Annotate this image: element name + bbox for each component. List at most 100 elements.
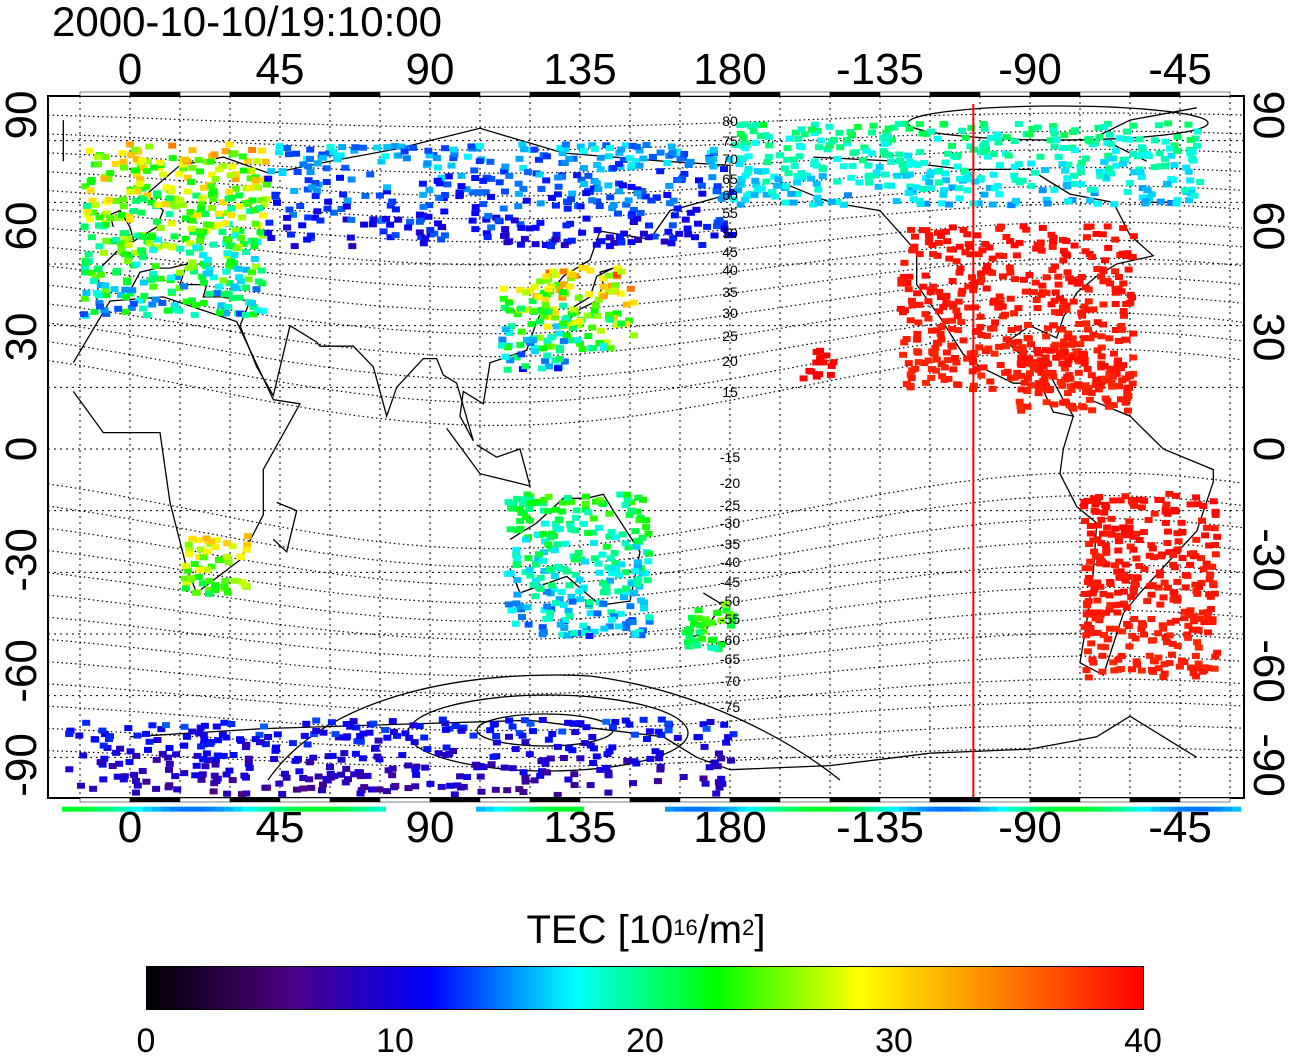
contour-label: -55 — [720, 611, 740, 627]
tec-cell — [1118, 326, 1127, 333]
tec-cell — [65, 730, 74, 737]
tec-cell — [1025, 370, 1034, 377]
tec-cell — [271, 193, 280, 200]
tec-cell — [932, 356, 941, 363]
tec-cell — [593, 313, 602, 319]
frame-tick-bar — [429, 797, 481, 803]
tec-cell — [101, 282, 109, 289]
tec-cell — [205, 590, 213, 597]
tec-cell — [1010, 276, 1019, 283]
tec-cell — [374, 737, 383, 744]
tec-cell — [904, 286, 913, 293]
tec-cell — [1122, 336, 1131, 343]
tec-cell — [1111, 289, 1120, 296]
tec-cell — [547, 243, 555, 250]
tec-cell — [622, 320, 631, 327]
tec-cell — [614, 210, 622, 217]
tec-cell — [190, 560, 199, 567]
tec-cell — [188, 164, 197, 171]
tec-cell — [674, 806, 683, 812]
tec-cell — [1077, 159, 1086, 166]
tec-cell — [1114, 589, 1123, 596]
tec-cell — [1135, 136, 1144, 143]
tec-cell — [1210, 590, 1219, 597]
tec-cell — [1039, 363, 1048, 370]
tec-cell — [116, 745, 125, 752]
bottom-lon-tick: -135 — [835, 803, 925, 852]
tec-cell — [924, 315, 933, 322]
bottom-lon-tick: -90 — [998, 803, 1062, 852]
tec-cell — [1150, 137, 1159, 144]
tec-cell — [258, 196, 267, 203]
tec-cell — [106, 238, 115, 245]
frame-tick-bar — [729, 797, 781, 803]
tec-cell — [231, 232, 240, 239]
tec-cell — [621, 540, 630, 547]
tec-cell — [98, 806, 107, 812]
tec-cell — [577, 176, 586, 183]
tec-cell — [1144, 517, 1153, 523]
tec-cell — [784, 170, 793, 177]
tec-cell — [642, 524, 651, 531]
tec-cell — [421, 235, 430, 242]
tec-cell — [521, 569, 530, 576]
tec-cell — [800, 806, 809, 812]
tec-cell — [373, 144, 382, 151]
tec-cell — [648, 153, 657, 160]
contour-label: -60 — [720, 632, 740, 648]
tec-cell — [1194, 501, 1203, 508]
tec-cell — [939, 191, 948, 198]
tec-cell — [1082, 234, 1091, 241]
tec-cell — [1097, 273, 1106, 280]
tec-cell — [529, 337, 538, 344]
tec-cell — [200, 722, 209, 729]
tec-cell — [1100, 124, 1109, 130]
tec-cell — [209, 196, 218, 203]
tec-cell — [214, 283, 223, 290]
tec-cell — [1155, 163, 1164, 170]
tec-cell — [83, 211, 92, 217]
tec-cell — [1048, 243, 1057, 250]
tec-cell — [1186, 177, 1195, 184]
tec-cell — [816, 356, 824, 362]
colorbar-title-suffix: ] — [754, 908, 766, 952]
tec-cell — [165, 760, 174, 767]
tec-cell — [337, 756, 346, 763]
tec-cell — [475, 189, 484, 196]
tec-cell — [1189, 670, 1198, 677]
tec-cell — [1107, 170, 1116, 177]
tec-cell — [1137, 144, 1146, 151]
tec-cell — [935, 288, 944, 295]
tec-cell — [381, 153, 390, 160]
tec-cell — [569, 337, 578, 344]
tec-cell — [298, 222, 307, 229]
tec-cell — [546, 755, 555, 762]
tec-cell — [594, 186, 603, 193]
tec-cell — [199, 756, 208, 763]
tec-cell — [192, 589, 201, 596]
tec-cell — [550, 309, 559, 316]
tec-cell — [210, 780, 219, 787]
tec-cell — [1107, 370, 1116, 377]
magnetic-contour — [47, 312, 1243, 381]
tec-cell — [578, 229, 587, 236]
tec-cell — [492, 739, 501, 746]
tec-cell — [401, 730, 410, 737]
tec-cell — [614, 588, 623, 595]
tec-cell — [731, 142, 740, 149]
tec-cell — [896, 305, 905, 312]
tec-cell — [621, 502, 630, 508]
tec-cell — [1013, 369, 1022, 376]
tec-cell — [546, 534, 555, 541]
tec-cell — [1049, 322, 1058, 329]
tec-cell — [221, 310, 230, 317]
tec-cell — [142, 167, 151, 174]
tec-cell — [170, 302, 179, 309]
tec-cell — [702, 620, 711, 627]
tec-cell — [724, 734, 733, 741]
tec-cell — [1083, 366, 1092, 372]
tec-cell — [1083, 224, 1092, 231]
tec-cell — [962, 806, 971, 812]
frame-tick-bar — [279, 91, 331, 97]
tec-cell — [933, 135, 942, 142]
